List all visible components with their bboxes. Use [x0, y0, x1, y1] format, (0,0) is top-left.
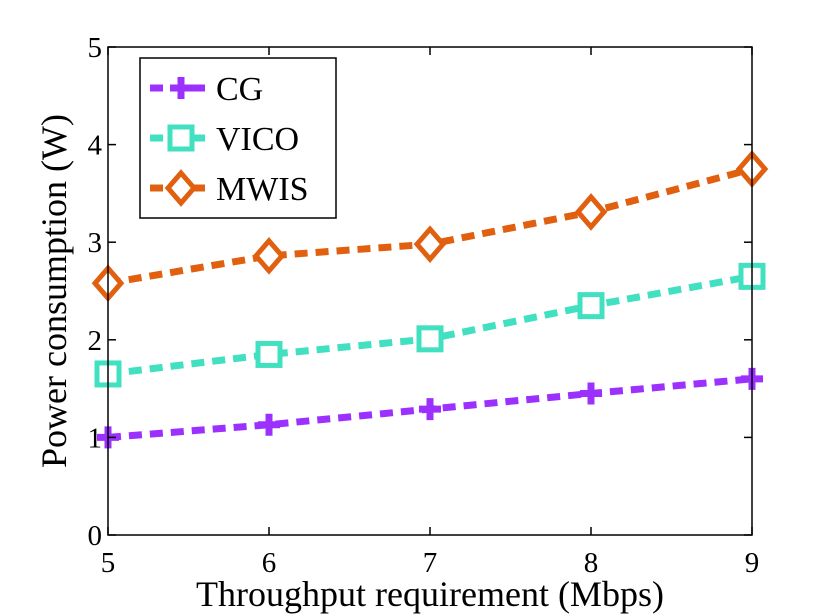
y-tick-label: 5: [88, 32, 103, 64]
data-point-cg: [419, 398, 441, 421]
legend-label-mwis: MWIS: [216, 171, 309, 208]
y-tick-label: 3: [88, 227, 103, 259]
data-point-vico: [416, 325, 444, 353]
y-tick-label: 2: [88, 325, 103, 357]
y-tick-label: 1: [88, 422, 103, 454]
x-tick-label: 9: [745, 547, 760, 579]
x-tick-label: 5: [101, 547, 116, 579]
data-point-cg: [580, 382, 602, 405]
legend-marker-vico: [167, 124, 195, 152]
legend-marker-mwis: [164, 169, 198, 207]
legend-label-cg: CG: [216, 71, 263, 108]
legend-marker-cg: [170, 77, 192, 99]
ticks-layer: 5 6 7 8 9 0 1 2 3 4 5: [88, 32, 760, 579]
data-point-mwis: [574, 193, 608, 231]
y-axis-label: Power consumption (W): [34, 114, 74, 468]
x-axis-label: Throughput requirement (Mbps): [196, 574, 664, 614]
legend: CG VICO MWIS: [139, 57, 337, 219]
legend-label-vico: VICO: [216, 121, 299, 158]
x-tick-label: 8: [584, 547, 599, 579]
x-tick-label: 6: [262, 547, 277, 579]
data-point-vico: [577, 292, 605, 320]
series-mwis: [91, 150, 769, 303]
data-point-mwis: [252, 237, 286, 275]
x-tick-label: 7: [423, 547, 438, 579]
y-tick-label: 4: [88, 130, 103, 162]
y-tick-label: 0: [88, 520, 103, 552]
data-point-cg: [258, 413, 280, 436]
data-point-mwis: [413, 225, 447, 263]
data-point-vico: [255, 340, 283, 368]
